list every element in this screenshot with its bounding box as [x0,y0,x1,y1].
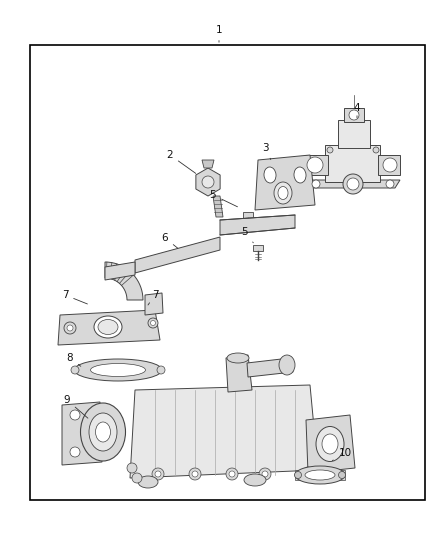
Polygon shape [130,385,318,478]
Ellipse shape [95,422,110,442]
Ellipse shape [294,167,306,183]
Ellipse shape [322,434,338,454]
Polygon shape [305,155,328,175]
Text: 3: 3 [261,143,271,159]
Circle shape [262,471,268,477]
Ellipse shape [295,466,345,484]
Text: 9: 9 [64,395,88,418]
Circle shape [229,471,235,477]
Ellipse shape [305,470,335,480]
Polygon shape [243,212,253,218]
Circle shape [189,468,201,480]
Text: 7: 7 [148,290,158,305]
Polygon shape [213,196,223,217]
Circle shape [327,147,333,153]
Circle shape [259,468,271,480]
Circle shape [339,472,346,479]
Circle shape [202,176,214,188]
Ellipse shape [279,355,295,375]
Ellipse shape [98,319,118,335]
Circle shape [226,468,238,480]
Circle shape [192,471,198,477]
Polygon shape [255,155,315,210]
Polygon shape [226,355,252,392]
Ellipse shape [81,403,126,461]
Text: 5: 5 [210,190,237,207]
Circle shape [303,467,313,477]
Polygon shape [135,237,220,273]
Polygon shape [145,293,163,315]
Circle shape [70,447,80,457]
Circle shape [64,322,76,334]
Ellipse shape [138,476,158,488]
Polygon shape [62,402,102,465]
Ellipse shape [89,413,117,451]
Polygon shape [196,168,220,196]
Polygon shape [247,358,293,377]
Circle shape [349,110,359,120]
Circle shape [70,410,80,420]
Ellipse shape [244,474,266,486]
Circle shape [132,473,142,483]
Circle shape [294,472,301,479]
Text: 7: 7 [62,290,88,304]
Polygon shape [306,415,355,473]
Circle shape [383,158,397,172]
Polygon shape [325,145,380,182]
Circle shape [148,318,158,328]
Ellipse shape [264,167,276,183]
Polygon shape [338,120,370,148]
Bar [30,45,425,500]
Circle shape [67,325,73,331]
Circle shape [155,471,161,477]
Polygon shape [105,262,135,280]
Polygon shape [105,262,143,300]
Ellipse shape [278,187,288,199]
Circle shape [157,366,165,374]
Ellipse shape [91,364,145,376]
Polygon shape [220,215,295,235]
Ellipse shape [227,353,249,363]
Polygon shape [338,470,345,480]
Text: 4: 4 [354,103,360,118]
Circle shape [152,468,164,480]
Text: 1: 1 [215,25,223,42]
Polygon shape [295,470,302,480]
Polygon shape [58,310,160,345]
Text: 2: 2 [167,150,196,173]
Polygon shape [253,245,263,251]
Circle shape [347,178,359,190]
Circle shape [312,180,320,188]
Circle shape [386,180,394,188]
Circle shape [373,147,379,153]
Circle shape [307,157,323,173]
Ellipse shape [94,316,122,338]
Polygon shape [378,155,400,175]
Text: 6: 6 [162,233,178,248]
Polygon shape [202,160,214,168]
Text: 8: 8 [67,353,81,366]
Circle shape [71,366,79,374]
Text: 10: 10 [332,448,352,461]
Ellipse shape [274,182,292,204]
Circle shape [127,463,137,473]
Circle shape [343,174,363,194]
Polygon shape [308,180,400,188]
Ellipse shape [316,426,344,462]
Polygon shape [344,108,364,122]
Text: 5: 5 [242,227,253,243]
Ellipse shape [74,359,162,381]
Circle shape [151,320,155,326]
